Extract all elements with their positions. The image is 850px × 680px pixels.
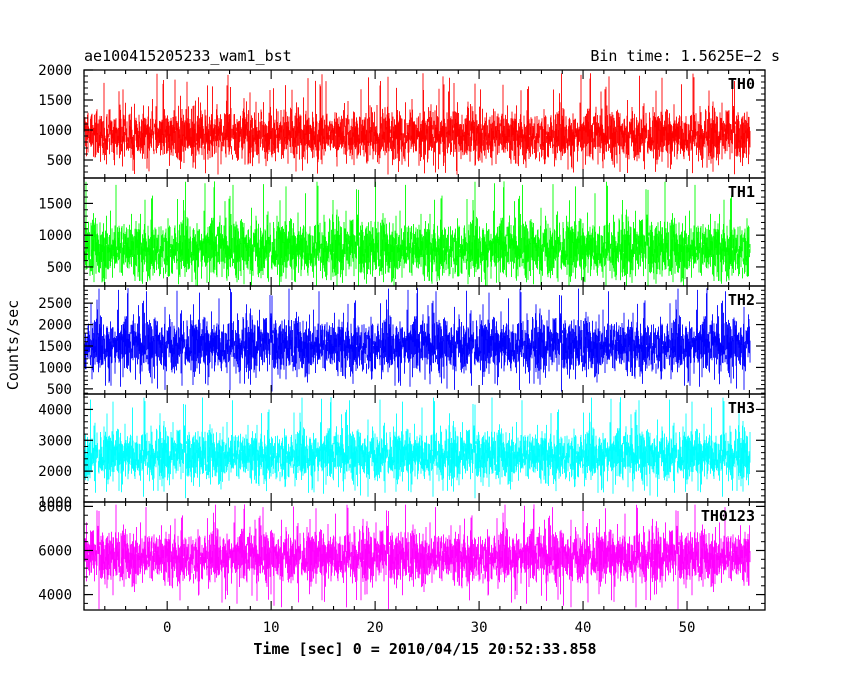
panel-label: TH2 (728, 291, 755, 309)
panel-label: TH0123 (701, 507, 755, 525)
panel-label: TH3 (728, 399, 755, 417)
panel-label: TH1 (728, 183, 755, 201)
y-tick-label: 1000 (38, 228, 72, 244)
y-tick-label: 500 (47, 260, 72, 276)
panels-group: 500100015002000TH050010001500TH150010001… (38, 63, 766, 611)
y-tick-label: 1000 (38, 360, 72, 376)
y-tick-label: 1500 (38, 93, 72, 109)
chart-title: ae100415205233_wam1_bst (84, 47, 292, 65)
x-tick-label: 20 (367, 620, 384, 636)
y-tick-label: 500 (47, 153, 72, 169)
y-tick-label: 1500 (38, 339, 72, 355)
panel-th1: 500 1000 1500 TH1 (38, 177, 766, 287)
panel-th0: 500 1000 1500 2000 TH0 (38, 63, 766, 179)
x-axis: 0 10 20 30 40 50 (163, 620, 695, 636)
y-tick-label: 1000 (38, 495, 72, 511)
series-th1 (84, 181, 751, 286)
x-axis-label: Time [sec] 0 = 2010/04/15 20:52:33.858 (253, 640, 596, 658)
panel-label: TH0 (728, 75, 755, 93)
y-tick-label: 1500 (38, 196, 72, 212)
x-tick-label: 30 (471, 620, 488, 636)
x-tick-label: 10 (263, 620, 280, 636)
panel-frame (83, 501, 766, 611)
y-tick-label: 500 (47, 382, 72, 398)
x-tick-label: 0 (163, 620, 171, 636)
y-tick-label: 4000 (38, 402, 72, 418)
series-th2 (84, 288, 751, 392)
y-tick-label: 2000 (38, 464, 72, 480)
y-tick-label: 3000 (38, 433, 72, 449)
panel-th2: 500 1000 1500 2000 2500 TH2 (38, 285, 766, 398)
series-th0123 (84, 504, 751, 610)
series-th3 (84, 397, 751, 499)
y-tick-label: 1000 (38, 123, 72, 139)
y-axis-label: Counts/sec (4, 300, 22, 390)
series-th0 (84, 73, 751, 175)
y-tick-label: 8000 (38, 499, 72, 515)
y-tick-label: 6000 (38, 543, 72, 559)
y-tick-label: 4000 (38, 588, 72, 604)
y-tick-label: 2000 (38, 318, 72, 334)
x-tick-label: 50 (679, 620, 696, 636)
bin-time-label: Bin time: 1.5625E−2 s (590, 47, 780, 65)
y-tick-label: 2500 (38, 296, 72, 312)
panel-th3: 1000 2000 3000 4000 TH3 (38, 393, 766, 511)
x-tick-label: 40 (575, 620, 592, 636)
y-tick-label: 2000 (38, 63, 72, 79)
panel-th0123: 4000 6000 8000 TH0123 (38, 499, 766, 611)
